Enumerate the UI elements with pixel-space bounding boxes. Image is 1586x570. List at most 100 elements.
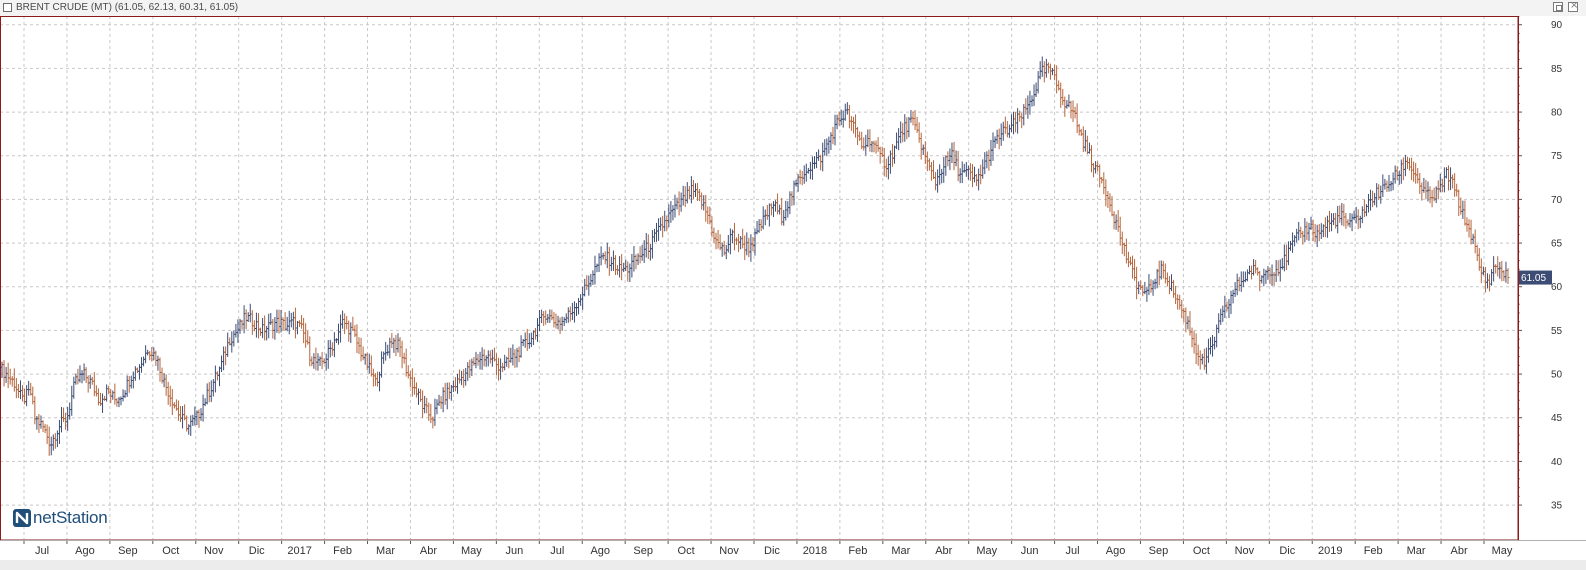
ohlc-bar [716, 230, 720, 249]
ohlc-bar [1336, 206, 1340, 234]
ohlc-bar [849, 116, 853, 131]
ohlc-bar [359, 337, 363, 362]
ohlc-bar [455, 373, 459, 394]
ohlc-bar [523, 332, 527, 348]
ohlc-bar [468, 359, 472, 378]
ohlc-bar [673, 194, 677, 218]
ohlc-bar [1211, 335, 1215, 357]
ohlc-bar [823, 139, 827, 156]
ohlc-bar [1073, 106, 1077, 119]
ohlc-bar [1229, 290, 1233, 315]
ohlc-bar [771, 201, 775, 218]
ohlc-bar [1414, 162, 1418, 184]
ohlc-bar [37, 414, 41, 433]
ohlc-bar [12, 368, 16, 392]
ohlc-bar [1360, 206, 1364, 224]
ohlc-bar [53, 433, 57, 449]
ohlc-bar [1475, 244, 1479, 261]
ohlc-bar [176, 400, 180, 421]
ohlc-bar [1026, 95, 1030, 119]
ohlc-bar [977, 168, 981, 191]
ohlc-bar [1262, 268, 1266, 287]
ohlc-bar [144, 345, 148, 364]
ohlc-bar [613, 255, 617, 276]
ohlc-bar [1053, 64, 1057, 81]
ohlc-bar [1038, 61, 1042, 80]
ohlc-bar [960, 161, 964, 184]
x-tick-label: 2018 [803, 545, 827, 557]
ohlc-bar [1307, 222, 1311, 241]
ohlc-bar [1346, 219, 1350, 227]
ohlc-bar [587, 275, 591, 296]
ohlc-bar [821, 142, 825, 172]
ohlc-bar [757, 219, 761, 233]
ohlc-bar [1241, 271, 1245, 288]
ohlc-bar [140, 357, 144, 373]
ohlc-bar [1330, 213, 1334, 232]
ohlc-bar [400, 340, 404, 369]
ohlc-bar [1317, 224, 1321, 242]
ohlc-bar [1085, 135, 1089, 155]
ohlc-bar [386, 344, 390, 356]
ohlc-bar [72, 376, 76, 399]
ohlc-bar [4, 366, 8, 383]
ohlc-bar [948, 148, 952, 171]
ohlc-bar [1492, 256, 1496, 282]
ohlc-bar [1208, 337, 1212, 355]
ohlc-bar [640, 244, 644, 261]
ohlc-bar [804, 163, 808, 182]
ohlc-bar [1061, 88, 1065, 106]
ohlc-bar [784, 200, 788, 221]
restore-icon[interactable] [1553, 2, 1563, 12]
ohlc-bar [973, 166, 977, 183]
window-icon[interactable] [3, 3, 12, 12]
ohlc-bar [205, 383, 209, 405]
x-tick-label: Mar [376, 545, 395, 557]
x-tick-label: Nov [719, 545, 739, 557]
y-tick-label: 40 [1551, 457, 1563, 468]
ohlc-bar [283, 312, 287, 331]
ohlc-bar [628, 263, 632, 283]
price-chart[interactable]: 35 40 45 50 55 60 65 70 75 80 85 90 61.05 Jul Ago Sep O… [0, 16, 1586, 560]
ohlc-bar [1387, 174, 1391, 192]
ohlc-bar [388, 337, 392, 359]
ohlc-bar [232, 330, 236, 347]
ohlc-bar [659, 217, 663, 231]
ohlc-bar [334, 338, 338, 344]
ohlc-bar [162, 373, 166, 388]
ohlc-bar [732, 222, 736, 251]
ohlc-bar [886, 156, 890, 180]
ohlc-bar [817, 149, 821, 161]
ohlc-bar [1059, 82, 1063, 108]
ohlc-bar [486, 350, 490, 367]
ohlc-bar [605, 242, 609, 269]
logo-text: netStation [33, 508, 108, 527]
ohlc-bar [197, 409, 201, 428]
close-icon[interactable] [1568, 0, 1578, 12]
ohlc-bar [1369, 189, 1373, 211]
ohlc-bar [390, 332, 394, 349]
ohlc-bar [1449, 167, 1453, 191]
ohlc-bar [271, 319, 275, 339]
ohlc-bar [1420, 182, 1424, 201]
ohlc-bar [829, 132, 833, 150]
ohlc-bar [215, 371, 219, 381]
ohlc-bar [250, 310, 254, 335]
ohlc-bar [763, 209, 767, 226]
ohlc-bar [1126, 251, 1130, 268]
ohlc-bar [1457, 189, 1461, 217]
ohlc-bar [671, 205, 675, 221]
ohlc-bar [646, 234, 650, 259]
ohlc-bar [410, 368, 414, 397]
ohlc-bar [240, 319, 244, 330]
ohlc-bar [265, 325, 269, 341]
ohlc-bar [657, 218, 661, 241]
ohlc-bar [1065, 99, 1069, 109]
x-tick-label: May [1492, 545, 1513, 557]
ohlc-bar [833, 114, 837, 146]
ohlc-bar [1338, 205, 1342, 223]
ohlc-bar [533, 328, 537, 340]
ohlc-bar [929, 161, 933, 181]
ohlc-bar [70, 385, 74, 416]
x-tick-label: Jun [1021, 545, 1039, 557]
